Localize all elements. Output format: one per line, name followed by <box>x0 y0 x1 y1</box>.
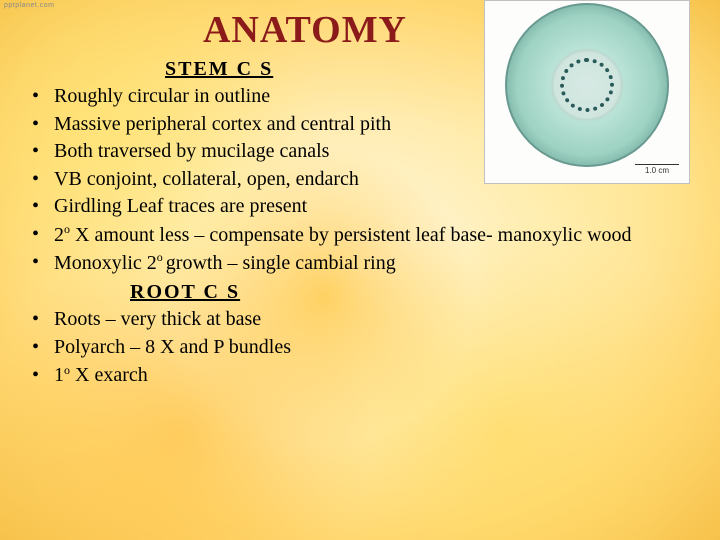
slide-title: ANATOMY <box>160 8 450 52</box>
list-item: Both traversed by mucilage canals <box>32 138 700 166</box>
slide: pptplanet.com ANATOMY 1.0 cm STEM C S Ro… <box>0 0 720 540</box>
bullet-text: VB conjoint, collateral, open, endarch <box>54 168 359 190</box>
bullet-text: Girdling Leaf traces are present <box>54 195 307 217</box>
list-item: VB conjoint, collateral, open, endarch <box>32 166 700 194</box>
list-item: 2o X amount less – compensate by persist… <box>32 221 700 249</box>
stem-bullet-list: Roughly circular in outline Massive peri… <box>20 83 700 277</box>
bullet-text: 2o X amount less – compensate by persist… <box>54 224 632 246</box>
list-item: Polyarch – 8 X and P bundles <box>32 334 700 362</box>
list-item: Roots – very thick at base <box>32 306 700 334</box>
list-item: Massive peripheral cortex and central pi… <box>32 111 700 139</box>
bullet-text: Monoxylic 2o growth – single cambial rin… <box>54 252 396 274</box>
bullet-text: Roots – very thick at base <box>54 308 261 330</box>
bullet-text: Roughly circular in outline <box>54 85 270 107</box>
list-item: Monoxylic 2o growth – single cambial rin… <box>32 249 700 277</box>
bullet-text: 1o X exarch <box>54 364 148 386</box>
list-item: 1o X exarch <box>32 362 700 390</box>
attribution-text: pptplanet.com <box>4 2 54 9</box>
root-heading: ROOT C S <box>130 281 700 304</box>
bullet-text: Both traversed by mucilage canals <box>54 140 329 162</box>
list-item: Girdling Leaf traces are present <box>32 193 700 221</box>
bullet-text: Polyarch – 8 X and P bundles <box>54 336 291 358</box>
list-item: Roughly circular in outline <box>32 83 700 111</box>
root-bullet-list: Roots – very thick at base Polyarch – 8 … <box>20 306 700 389</box>
bullet-text: Massive peripheral cortex and central pi… <box>54 113 391 135</box>
